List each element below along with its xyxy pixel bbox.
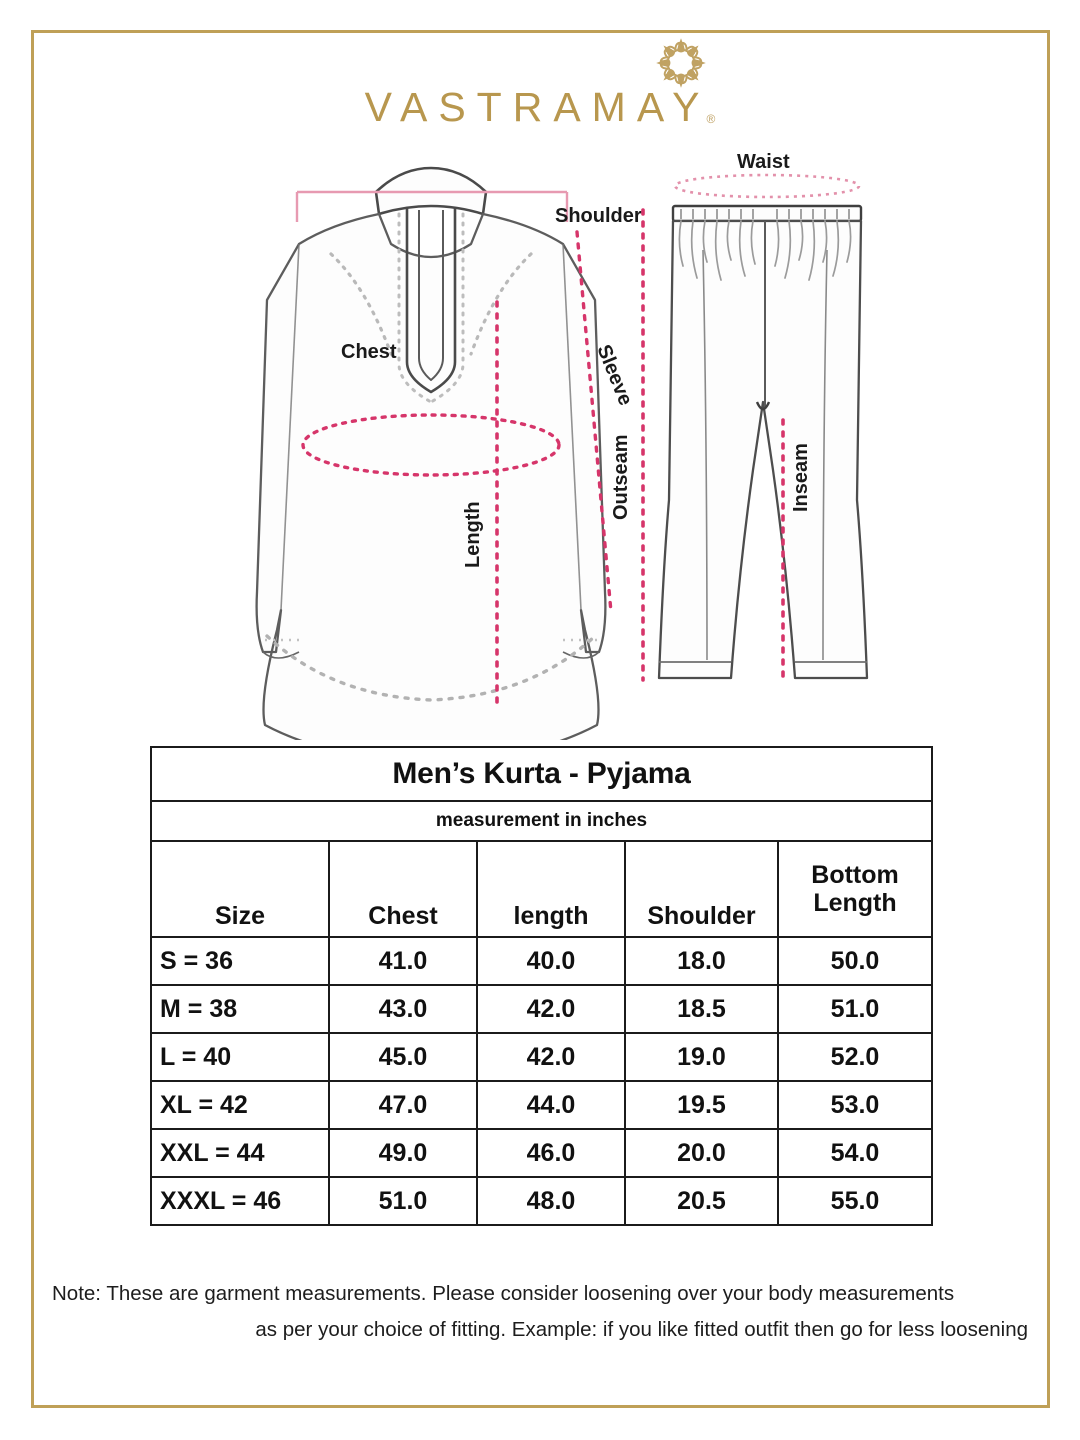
pyjama-body (657, 219, 869, 680)
column-header-shoulder: Shoulder (624, 840, 779, 938)
label-chest: Chest (341, 341, 397, 363)
pyjama-waistband (671, 204, 863, 223)
table-row: XXL = 44 49.0 46.0 20.0 54.0 (150, 1128, 934, 1178)
column-header-size: Size (150, 840, 330, 938)
cell-bottom-length: 54.0 (776, 1128, 934, 1178)
kurta-stitch-right (469, 252, 533, 356)
table-subtitle-row: measurement in inches (149, 800, 934, 842)
brand-wordmark: VASTRAMAY (364, 84, 711, 130)
cell-bottom-length: 50.0 (776, 936, 934, 986)
table-row: S = 36 41.0 40.0 18.0 50.0 (150, 936, 934, 986)
label-waist: Waist (737, 151, 790, 173)
cell-shoulder: 19.5 (624, 1080, 779, 1130)
cell-size: L = 40 (150, 1032, 330, 1082)
label-length: Length (462, 501, 484, 568)
cell-bottom-length: 52.0 (776, 1032, 934, 1082)
table-row: L = 40 45.0 42.0 19.0 52.0 (150, 1032, 934, 1082)
cell-chest: 49.0 (328, 1128, 478, 1178)
registered-trademark-icon: ® (706, 112, 716, 126)
kurta-hem-stitch (265, 634, 597, 702)
table-header-row: Size Chest length Shoulder Bottom Length (150, 840, 934, 938)
cell-length: 46.0 (476, 1128, 626, 1178)
cell-length: 44.0 (476, 1080, 626, 1130)
kurta-body (255, 212, 607, 740)
cell-size: XXL = 44 (150, 1128, 330, 1178)
kurta-placket-inner (418, 210, 444, 381)
pyjama-gathers (678, 220, 852, 281)
label-inseam: Inseam (790, 443, 812, 512)
table-row: XXXL = 46 51.0 48.0 20.5 55.0 (150, 1176, 934, 1226)
column-header-chest: Chest (328, 840, 478, 938)
column-header-bottom-length: Bottom Length (776, 840, 934, 938)
waist-measure-line (673, 173, 861, 199)
cell-size: S = 36 (150, 936, 330, 986)
cell-size: M = 38 (150, 984, 330, 1034)
pyjama-measure-lines (641, 173, 861, 682)
note-line-1: Note: These are garment measurements. Pl… (52, 1282, 955, 1305)
shoulder-measure-line (295, 190, 569, 222)
sleeve-measure-line (575, 230, 613, 614)
table-title: Men’s Kurta - Pyjama (149, 746, 934, 802)
cell-shoulder: 18.0 (624, 936, 779, 986)
kurta-placket-outer (405, 208, 457, 394)
mens-kurta-illustration (255, 166, 607, 740)
brand-logo: VASTRAMAY ® (0, 36, 1080, 132)
cell-length: 40.0 (476, 936, 626, 986)
chest-measure-line (301, 413, 561, 477)
cell-chest: 41.0 (328, 936, 478, 986)
cell-chest: 43.0 (328, 984, 478, 1034)
label-outseam: Outseam (610, 434, 632, 520)
cell-bottom-length: 55.0 (776, 1176, 934, 1226)
cell-shoulder: 20.5 (624, 1176, 779, 1226)
cell-length: 48.0 (476, 1176, 626, 1226)
size-chart-table: Men’s Kurta - Pyjama measurement in inch… (149, 746, 934, 1226)
mens-pyjama-illustration (657, 204, 869, 680)
label-shoulder: Shoulder (555, 205, 642, 227)
note-line-2: as per your choice of fitting. Example: … (255, 1317, 1028, 1341)
cell-bottom-length: 53.0 (776, 1080, 934, 1130)
table-title-row: Men’s Kurta - Pyjama (149, 746, 934, 802)
column-header-length: length (476, 840, 626, 938)
table-subtitle: measurement in inches (149, 800, 934, 842)
kurta-measure-lines (295, 190, 613, 705)
cell-shoulder: 19.0 (624, 1032, 779, 1082)
cell-chest: 47.0 (328, 1080, 478, 1130)
measurement-note: Note: These are garment measurements. Pl… (52, 1276, 1028, 1348)
cell-bottom-length: 51.0 (776, 984, 934, 1034)
table-row: M = 38 43.0 42.0 18.5 51.0 (150, 984, 934, 1034)
garment-diagrams: Shoulder Chest Sleeve Length (31, 140, 1050, 740)
cell-length: 42.0 (476, 1032, 626, 1082)
cell-chest: 51.0 (328, 1176, 478, 1226)
table-row: XL = 42 47.0 44.0 19.5 53.0 (150, 1080, 934, 1130)
cell-shoulder: 20.0 (624, 1128, 779, 1178)
cell-shoulder: 18.5 (624, 984, 779, 1034)
cell-size: XXXL = 46 (150, 1176, 330, 1226)
cell-length: 42.0 (476, 984, 626, 1034)
floral-star-ornament-icon (656, 38, 706, 88)
kurta-stitch-left (329, 252, 393, 356)
cell-chest: 45.0 (328, 1032, 478, 1082)
cell-size: XL = 42 (150, 1080, 330, 1130)
